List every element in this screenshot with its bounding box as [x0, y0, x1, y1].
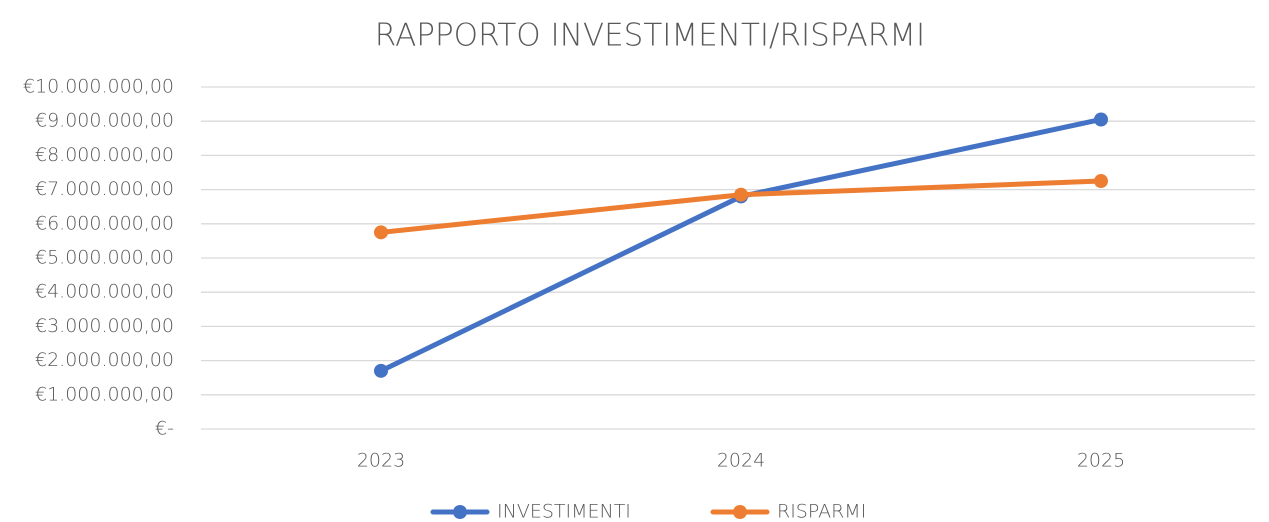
x-tick-label: 2025 — [1077, 450, 1125, 472]
y-tick-label: €5.000.000,00 — [35, 247, 174, 269]
data-point — [1094, 174, 1108, 189]
legend-label: RISPARMI — [777, 501, 866, 522]
data-point — [374, 363, 388, 378]
y-tick-label: €7.000.000,00 — [35, 178, 174, 200]
x-tick-label: 2024 — [717, 450, 765, 472]
y-tick-label: €6.000.000,00 — [35, 212, 174, 234]
y-tick-label: €9.000.000,00 — [35, 110, 174, 132]
legend-label: INVESTIMENTI — [497, 501, 631, 522]
y-tick-label: €1.000.000,00 — [35, 383, 174, 405]
y-tick-label: €4.000.000,00 — [35, 281, 174, 303]
data-point — [734, 187, 748, 202]
y-tick-label: €8.000.000,00 — [35, 144, 174, 166]
y-tick-label: €10.000.000,00 — [23, 76, 174, 98]
chart-title: RAPPORTO INVESTIMENTI/RISPARMI — [375, 18, 925, 54]
data-point — [1094, 112, 1108, 127]
x-tick-label: 2023 — [357, 450, 405, 472]
y-tick-label: €3.000.000,00 — [35, 315, 174, 337]
series-line — [378, 116, 1104, 374]
legend-marker — [733, 505, 747, 519]
data-point — [374, 225, 388, 240]
legend-marker — [453, 505, 467, 519]
y-tick-label: €- — [155, 418, 174, 440]
y-tick-label: €2.000.000,00 — [35, 349, 174, 371]
